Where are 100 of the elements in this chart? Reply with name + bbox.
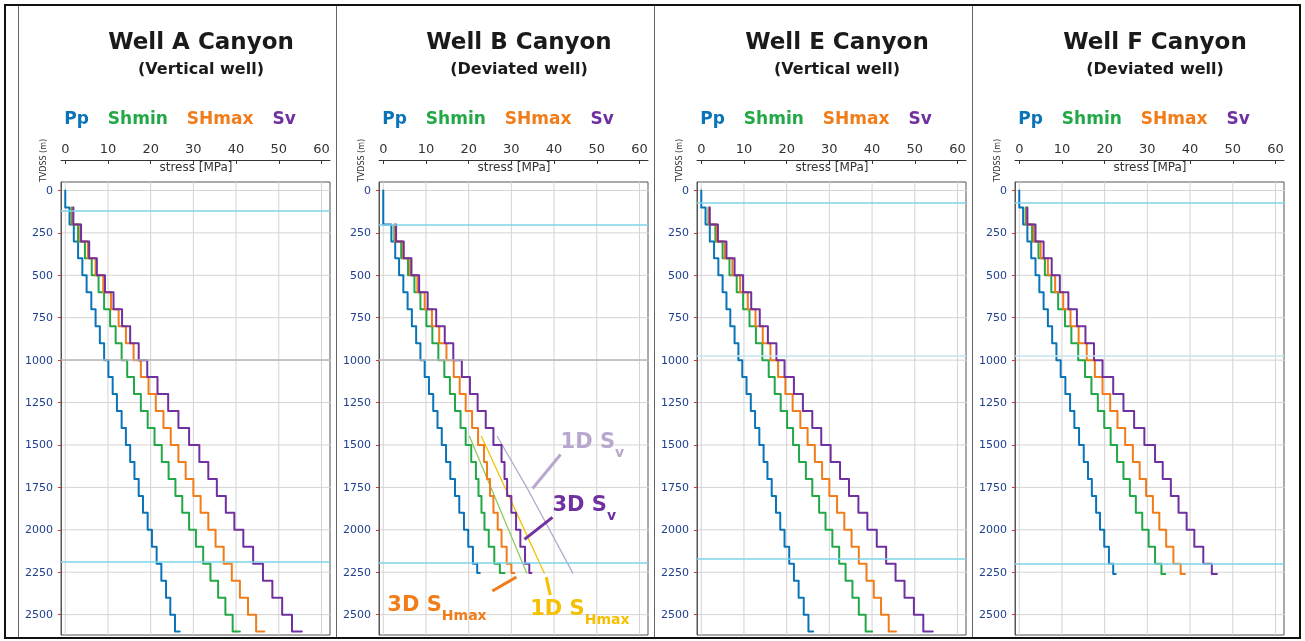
y-tick-label: 1750	[343, 480, 371, 494]
y-tick-label: 1500	[25, 438, 53, 452]
y-tick-label: 750	[986, 311, 1007, 325]
y-tick-label: 1500	[979, 438, 1007, 452]
y-tick-label: 500	[32, 268, 53, 282]
x-tick-label: 0	[379, 141, 388, 156]
y-tick-label: 0	[1000, 183, 1007, 197]
x-axis-title: stress [MPa]	[1113, 160, 1187, 174]
y-tick-label: 250	[32, 226, 53, 240]
text: Pp	[382, 107, 407, 128]
text: SHmax	[822, 107, 890, 128]
x-tick-label: 10	[1053, 141, 1071, 156]
y-tick-label: 2250	[979, 565, 1007, 579]
y-tick-label: 500	[986, 268, 1007, 282]
x-tick-label: 60	[1267, 141, 1284, 156]
text: Sv	[590, 107, 614, 128]
y-tick-label: 2000	[661, 523, 689, 537]
chart-title: Well A Canyon	[108, 27, 294, 54]
y-axis-title: TVDSS (m)	[992, 138, 1002, 184]
x-tick-label: 30	[1139, 141, 1156, 156]
text: Shmin	[107, 107, 168, 128]
y-axis-title: TVDSS (m)	[38, 138, 48, 184]
text: Shmin	[425, 107, 486, 128]
text: Shmin	[743, 107, 804, 128]
y-tick-label: 2250	[25, 565, 53, 579]
y-tick-label: 1000	[343, 353, 371, 367]
x-tick-label: 40	[545, 141, 563, 156]
chart-subtitle: (Deviated well)	[450, 58, 588, 78]
x-tick-label: 30	[821, 141, 838, 156]
y-tick-label: 0	[364, 183, 371, 197]
y-tick-label: 2250	[661, 565, 689, 579]
x-tick-label: 0	[697, 141, 706, 156]
y-axis-title: TVDSS (m)	[356, 138, 366, 184]
x-tick-label: 30	[503, 141, 520, 156]
y-tick-label: 1000	[661, 353, 689, 367]
chart-title: Well B Canyon	[426, 27, 612, 54]
y-tick-label: 0	[682, 183, 689, 197]
x-tick-label: 50	[1224, 141, 1242, 156]
x-tick-label: 10	[735, 141, 753, 156]
y-tick-label: 1750	[661, 480, 689, 494]
text: Sv	[272, 107, 296, 128]
y-tick-label: 1500	[343, 438, 371, 452]
x-tick-label: 20	[778, 141, 795, 156]
y-tick-label: 2500	[343, 608, 371, 622]
y-tick-label: 750	[350, 311, 371, 325]
y-tick-label: 500	[668, 268, 689, 282]
x-tick-label: 0	[61, 141, 70, 156]
x-tick-label: 40	[1181, 141, 1199, 156]
y-tick-label: 250	[668, 226, 689, 240]
x-tick-label: 50	[906, 141, 924, 156]
y-tick-label: 1000	[25, 353, 53, 367]
text: SHmax	[504, 107, 572, 128]
text: SHmax	[1140, 107, 1208, 128]
text: SHmax	[186, 107, 254, 128]
x-tick-label: 40	[227, 141, 245, 156]
x-axis-title: stress [MPa]	[477, 160, 551, 174]
x-tick-label: 20	[142, 141, 159, 156]
y-tick-label: 1250	[343, 396, 371, 410]
text: Pp	[700, 107, 725, 128]
x-tick-label: 30	[185, 141, 202, 156]
x-tick-label: 60	[631, 141, 648, 156]
chart-subtitle: (Vertical well)	[138, 58, 264, 78]
chart-title: Well F Canyon	[1063, 27, 1247, 54]
chart-subtitle: (Deviated well)	[1086, 58, 1224, 78]
y-tick-label: 1750	[979, 480, 1007, 494]
y-tick-label: 250	[350, 226, 371, 240]
y-tick-label: 1250	[979, 396, 1007, 410]
x-tick-label: 50	[588, 141, 606, 156]
text: Pp	[1018, 107, 1043, 128]
y-tick-label: 750	[668, 311, 689, 325]
y-tick-label: 2250	[343, 565, 371, 579]
x-tick-label: 60	[949, 141, 966, 156]
x-tick-label: 40	[863, 141, 881, 156]
y-tick-label: 1250	[661, 396, 689, 410]
text: Sv	[1226, 107, 1250, 128]
x-axis-title: stress [MPa]	[795, 160, 869, 174]
text: Pp	[64, 107, 89, 128]
chart-subtitle: (Vertical well)	[774, 58, 900, 78]
y-tick-label: 2500	[661, 608, 689, 622]
text: Sv	[908, 107, 932, 128]
y-tick-label: 2000	[979, 523, 1007, 537]
x-axis-title: stress [MPa]	[159, 160, 233, 174]
y-tick-label: 750	[32, 311, 53, 325]
text: Shmin	[1061, 107, 1122, 128]
x-tick-label: 0	[1015, 141, 1024, 156]
y-tick-label: 2000	[25, 523, 53, 537]
x-tick-label: 20	[460, 141, 477, 156]
y-tick-label: 1250	[25, 396, 53, 410]
x-tick-label: 10	[99, 141, 117, 156]
chart-title: Well E Canyon	[745, 27, 929, 54]
y-tick-label: 250	[986, 226, 1007, 240]
y-tick-label: 1000	[979, 353, 1007, 367]
y-tick-label: 2000	[343, 523, 371, 537]
y-tick-label: 0	[46, 183, 53, 197]
y-tick-label: 2500	[25, 608, 53, 622]
y-tick-label: 1750	[25, 480, 53, 494]
y-tick-label: 2500	[979, 608, 1007, 622]
y-tick-label: 1500	[661, 438, 689, 452]
x-tick-label: 10	[417, 141, 435, 156]
x-tick-label: 20	[1096, 141, 1113, 156]
